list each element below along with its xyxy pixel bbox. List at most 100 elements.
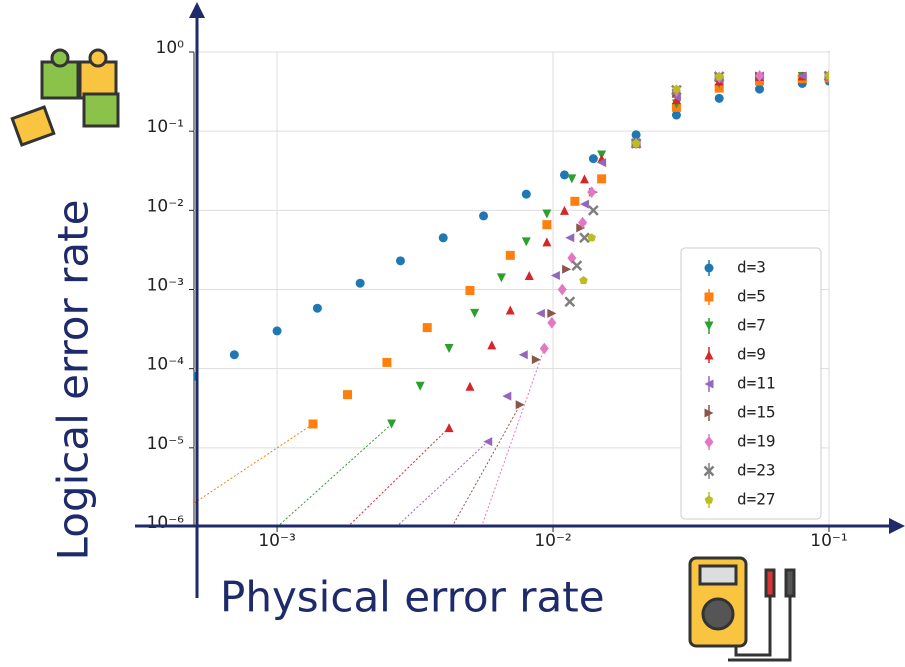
data-point — [438, 233, 448, 243]
legend-marker — [704, 263, 714, 273]
data-point — [631, 138, 641, 148]
data-point — [671, 95, 681, 105]
data-point — [631, 130, 641, 140]
data-point — [576, 223, 586, 233]
data-point — [565, 233, 575, 243]
y-tick-label: 10⁻¹ — [147, 117, 184, 137]
data-point — [343, 390, 353, 400]
data-point — [579, 275, 588, 285]
data-point — [714, 72, 724, 81]
data-point — [355, 278, 365, 288]
data-point — [567, 174, 577, 184]
legend-label: d=5 — [737, 287, 766, 306]
data-point — [597, 158, 607, 168]
data-point — [505, 250, 515, 260]
data-point — [587, 186, 597, 198]
x-tick-label: 10⁻³ — [258, 531, 295, 551]
data-point — [470, 308, 480, 318]
data-point — [671, 110, 681, 120]
data-point — [714, 93, 724, 103]
x-arrow-head — [889, 518, 905, 534]
y-tick-label: 10⁻⁶ — [147, 513, 185, 533]
data-point — [502, 391, 512, 401]
data-point — [539, 342, 549, 355]
data-point — [587, 233, 596, 242]
x-tick-label: 10⁻¹ — [810, 531, 847, 551]
data-point — [395, 256, 405, 266]
data-point — [559, 170, 569, 180]
data-point — [535, 308, 545, 318]
legend-marker — [704, 495, 714, 504]
data-point — [588, 154, 598, 164]
y-tick-label: 10⁻⁵ — [147, 434, 184, 454]
y-axis-label: Logical error rate — [49, 200, 98, 561]
data-point — [578, 216, 588, 229]
data-point — [547, 308, 557, 318]
data-point — [597, 174, 607, 184]
data-point — [672, 84, 681, 93]
data-point — [422, 323, 432, 333]
legend-box — [680, 247, 822, 520]
legend-label: d=11 — [737, 374, 776, 393]
legend-marker — [704, 292, 714, 302]
data-point — [587, 204, 599, 216]
data-point — [505, 305, 515, 315]
data-point — [542, 237, 552, 247]
data-point — [755, 84, 765, 94]
data-point — [444, 343, 454, 353]
data-point — [521, 189, 531, 199]
legend-marker — [704, 436, 714, 448]
data-point — [579, 174, 589, 184]
data-point — [547, 316, 557, 329]
legend-label: d=3 — [737, 258, 766, 277]
data-point — [465, 381, 475, 391]
data-point — [487, 340, 497, 350]
data-point — [571, 260, 583, 272]
data-point — [564, 296, 576, 308]
legend-label: d=15 — [737, 403, 776, 422]
data-point — [524, 271, 534, 281]
legend-label: d=7 — [737, 316, 766, 335]
data-point — [387, 419, 397, 429]
data-point — [465, 286, 475, 296]
data-point — [550, 271, 560, 281]
legend-marker — [704, 408, 714, 418]
data-point — [567, 252, 577, 264]
fit-line — [451, 404, 521, 527]
legend-label: d=27 — [737, 490, 776, 509]
fit-line — [395, 441, 489, 527]
data-point — [823, 70, 829, 82]
data-point — [444, 423, 454, 433]
y-tick-label: 10⁻⁴ — [147, 355, 185, 375]
puzzle-icon — [10, 48, 120, 147]
y-arrow-head — [189, 2, 205, 18]
data-point — [382, 357, 392, 367]
data-point — [415, 381, 425, 391]
data-point — [496, 273, 506, 283]
data-point — [308, 419, 318, 429]
data-point — [521, 237, 531, 247]
data-point — [542, 220, 552, 230]
data-point — [518, 350, 528, 360]
legend-marker — [703, 465, 715, 477]
legend-marker — [704, 350, 714, 360]
data-point — [755, 69, 765, 82]
data-point — [559, 205, 569, 215]
data-point — [562, 264, 572, 274]
y-tick-label: 10⁻³ — [147, 276, 184, 296]
data-point — [557, 283, 567, 296]
y-tick-label: 10⁰ — [156, 38, 185, 58]
legend-marker — [704, 321, 714, 331]
data-point — [579, 199, 589, 209]
data-point — [229, 350, 239, 360]
x-tick-label: 10⁻² — [534, 531, 571, 551]
data-point — [714, 83, 724, 93]
data-point — [272, 326, 282, 336]
legend-label: d=9 — [737, 345, 766, 364]
y-tick-label: 10⁻² — [147, 196, 184, 216]
data-point — [579, 232, 590, 244]
data-point — [542, 209, 552, 219]
legend-label: d=19 — [737, 432, 776, 451]
fit-line — [480, 348, 545, 527]
